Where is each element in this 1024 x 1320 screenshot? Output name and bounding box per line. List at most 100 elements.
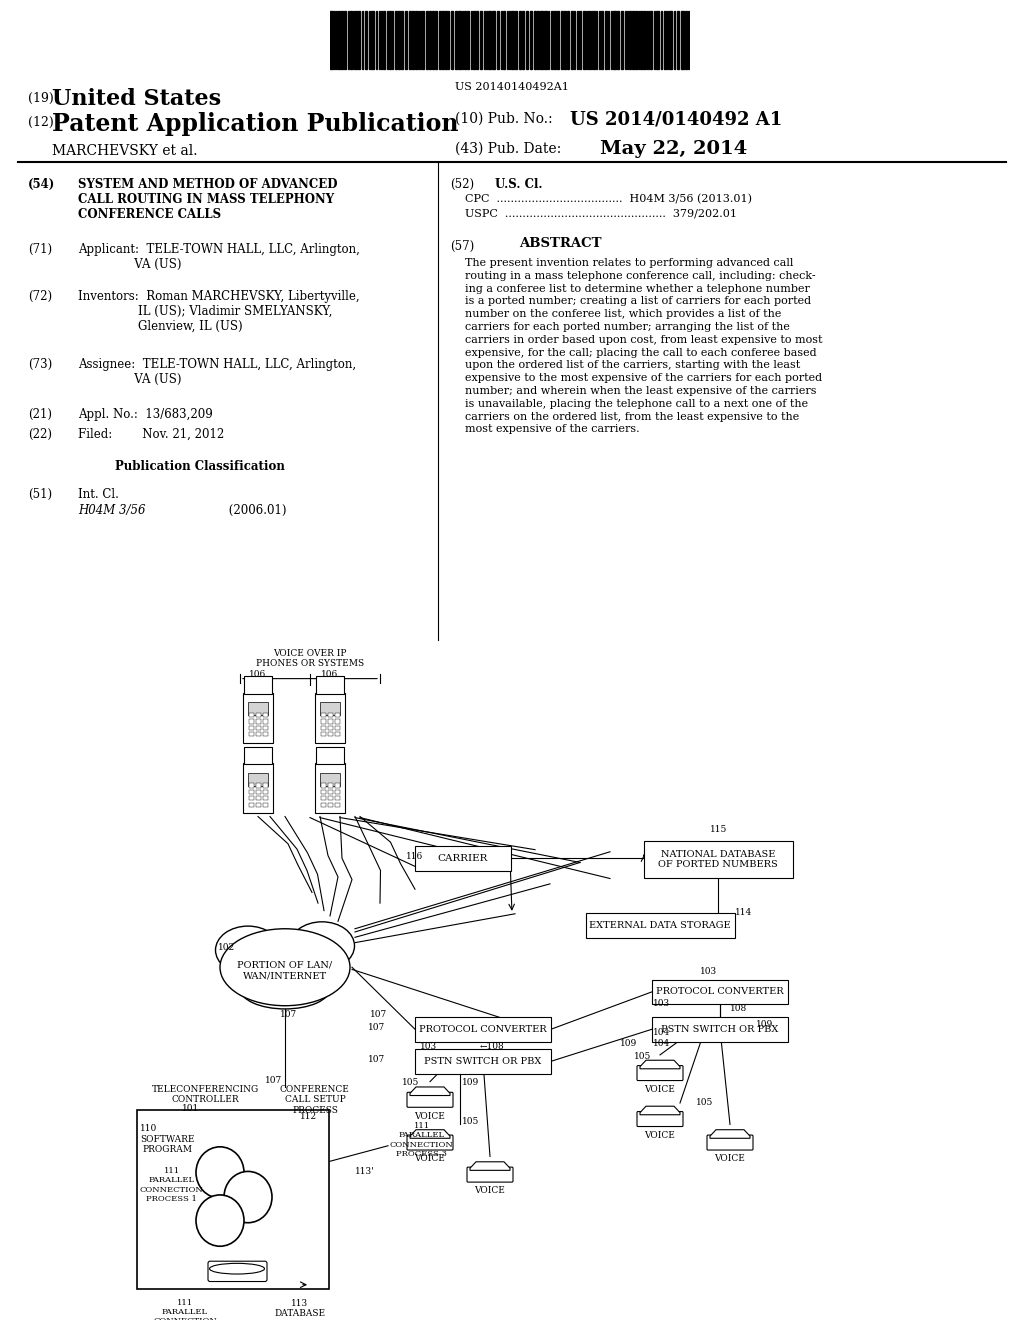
- Bar: [379, 11, 380, 69]
- Text: United States: United States: [52, 88, 221, 110]
- Bar: [321, 719, 326, 723]
- Bar: [362, 11, 364, 69]
- Text: Int. Cl.: Int. Cl.: [78, 488, 119, 502]
- Bar: [479, 11, 481, 69]
- Text: 105: 105: [402, 1078, 420, 1088]
- FancyBboxPatch shape: [586, 913, 734, 937]
- Bar: [613, 11, 615, 69]
- Text: 109: 109: [462, 1078, 479, 1088]
- Bar: [328, 719, 333, 723]
- Bar: [660, 11, 662, 69]
- Bar: [442, 11, 444, 69]
- Text: PSTN SWITCH OR PBX: PSTN SWITCH OR PBX: [424, 1057, 542, 1065]
- Bar: [376, 11, 377, 69]
- Bar: [583, 11, 585, 69]
- Text: 103: 103: [420, 1041, 437, 1051]
- Bar: [629, 11, 631, 69]
- Bar: [455, 11, 457, 69]
- Bar: [249, 713, 254, 717]
- Bar: [334, 11, 335, 69]
- Text: (10) Pub. No.:: (10) Pub. No.:: [455, 112, 553, 125]
- Ellipse shape: [240, 969, 330, 1008]
- Bar: [350, 11, 351, 69]
- Bar: [335, 803, 340, 807]
- Text: VOICE: VOICE: [474, 1187, 506, 1196]
- Text: US 2014/0140492 A1: US 2014/0140492 A1: [570, 110, 782, 128]
- Bar: [321, 726, 326, 730]
- FancyBboxPatch shape: [467, 1167, 513, 1183]
- Bar: [348, 11, 349, 69]
- Bar: [328, 796, 333, 800]
- Text: 110: 110: [140, 1125, 158, 1134]
- Text: (71): (71): [28, 243, 52, 256]
- Text: US 20140140492A1: US 20140140492A1: [455, 82, 569, 92]
- Bar: [256, 783, 261, 788]
- Bar: [519, 11, 521, 69]
- Bar: [574, 11, 575, 69]
- Bar: [392, 11, 393, 69]
- Text: PROTOCOL CONVERTER: PROTOCOL CONVERTER: [656, 987, 783, 997]
- Bar: [344, 11, 346, 69]
- Bar: [256, 713, 261, 717]
- Text: 106: 106: [322, 669, 339, 678]
- Text: 109: 109: [756, 1019, 773, 1028]
- Bar: [638, 11, 639, 69]
- Text: MARCHEVSKY et al.: MARCHEVSKY et al.: [52, 144, 198, 158]
- Text: SYSTEM AND METHOD OF ADVANCED
CALL ROUTING IN MASS TELEPHONY
CONFERENCE CALLS: SYSTEM AND METHOD OF ADVANCED CALL ROUTI…: [78, 178, 338, 220]
- Text: Applicant:  TELE-TOWN HALL, LLC, Arlington,
               VA (US): Applicant: TELE-TOWN HALL, LLC, Arlingto…: [78, 243, 359, 271]
- Bar: [418, 11, 419, 69]
- Bar: [336, 11, 337, 69]
- Bar: [263, 803, 268, 807]
- Text: VOICE: VOICE: [415, 1154, 445, 1163]
- Bar: [244, 747, 272, 764]
- Text: (54): (54): [28, 178, 55, 191]
- Text: 103: 103: [700, 968, 717, 977]
- Polygon shape: [710, 1130, 750, 1138]
- Bar: [398, 11, 400, 69]
- Bar: [537, 11, 539, 69]
- Text: (51): (51): [28, 488, 52, 502]
- Bar: [341, 11, 343, 69]
- Text: 101: 101: [182, 1104, 200, 1113]
- Bar: [645, 11, 647, 69]
- Text: 115: 115: [710, 825, 727, 834]
- Bar: [244, 676, 272, 693]
- Bar: [249, 726, 254, 730]
- Bar: [335, 719, 340, 723]
- Bar: [328, 803, 333, 807]
- Text: Filed:        Nov. 21, 2012: Filed: Nov. 21, 2012: [78, 428, 224, 441]
- Text: (19): (19): [28, 92, 53, 106]
- Text: TELECONFERENCING
CONTROLLER: TELECONFERENCING CONTROLLER: [152, 1085, 259, 1105]
- Bar: [263, 796, 268, 800]
- Text: 105: 105: [634, 1052, 651, 1061]
- Bar: [328, 789, 333, 795]
- Bar: [627, 11, 628, 69]
- Text: 111
PARALLEL
CONNECTION
PROCESS 3: 111 PARALLEL CONNECTION PROCESS 3: [390, 1122, 454, 1158]
- Text: USPC  ..............................................  379/202.01: USPC ...................................…: [465, 209, 737, 218]
- Bar: [570, 11, 573, 69]
- Text: NATIONAL DATABASE
OF PORTED NUMBERS: NATIONAL DATABASE OF PORTED NUMBERS: [658, 850, 778, 869]
- Bar: [263, 719, 268, 723]
- Text: 109: 109: [620, 1039, 637, 1048]
- Bar: [335, 726, 340, 730]
- Bar: [656, 11, 658, 69]
- Bar: [591, 11, 592, 69]
- Bar: [357, 11, 360, 69]
- Polygon shape: [410, 1130, 450, 1138]
- Bar: [321, 789, 326, 795]
- Bar: [354, 11, 356, 69]
- Text: VOICE: VOICE: [715, 1154, 745, 1163]
- Bar: [321, 803, 326, 807]
- Bar: [650, 11, 652, 69]
- Text: ABSTRACT: ABSTRACT: [519, 238, 601, 249]
- FancyBboxPatch shape: [637, 1065, 683, 1081]
- Bar: [548, 11, 549, 69]
- Bar: [593, 11, 595, 69]
- Polygon shape: [470, 1162, 510, 1171]
- Bar: [643, 11, 644, 69]
- Bar: [335, 783, 340, 788]
- Bar: [674, 11, 675, 69]
- Ellipse shape: [220, 929, 350, 1006]
- Text: Patent Application Publication: Patent Application Publication: [52, 112, 459, 136]
- Text: 106: 106: [250, 669, 266, 678]
